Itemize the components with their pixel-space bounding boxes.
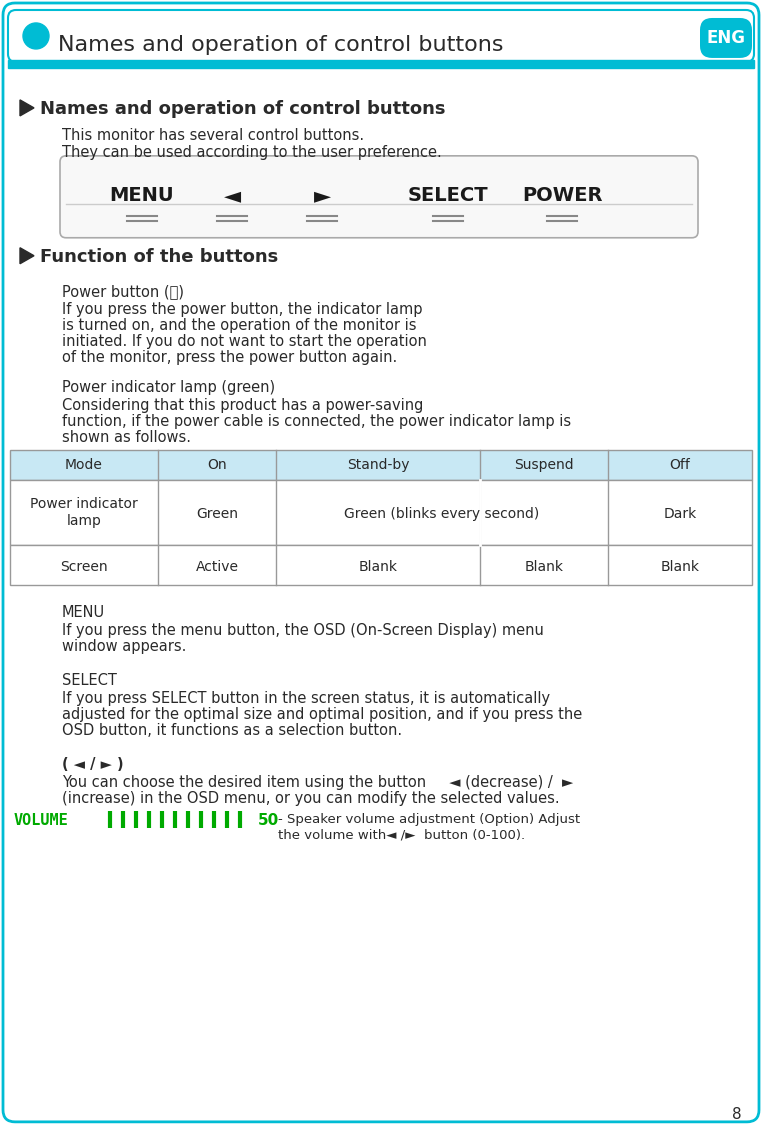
Text: If you press SELECT button in the screen status, it is automatically: If you press SELECT button in the screen… [62, 691, 550, 706]
Text: Power button (⏻): Power button (⏻) [62, 284, 184, 298]
Text: If you press the menu button, the OSD (On-Screen Display) menu: If you press the menu button, the OSD (O… [62, 624, 544, 638]
Text: On: On [207, 457, 227, 472]
Text: Active: Active [196, 561, 239, 574]
Text: They can be used according to the user preference.: They can be used according to the user p… [62, 145, 442, 160]
Text: SELECT: SELECT [62, 673, 117, 688]
Text: Names and operation of control buttons: Names and operation of control buttons [40, 100, 446, 118]
Text: Blank: Blank [358, 561, 398, 574]
Text: POWER: POWER [522, 186, 602, 205]
Text: the volume with◄ /►  button (0-100).: the volume with◄ /► button (0-100). [278, 828, 525, 841]
Text: MENU: MENU [62, 606, 105, 620]
Text: You can choose the desired item using the button     ◄ (decrease) /  ►: You can choose the desired item using th… [62, 775, 573, 790]
Text: - Speaker volume adjustment (Option) Adjust: - Speaker volume adjustment (Option) Adj… [278, 813, 580, 826]
Text: Green (blinks every second): Green (blinks every second) [344, 508, 539, 521]
Text: 8: 8 [732, 1107, 742, 1121]
Text: ( ◄ / ► ): ( ◄ / ► ) [62, 757, 123, 772]
FancyBboxPatch shape [700, 18, 752, 57]
Text: of the monitor, press the power button again.: of the monitor, press the power button a… [62, 350, 397, 365]
Text: adjusted for the optimal size and optimal position, and if you press the: adjusted for the optimal size and optima… [62, 707, 582, 722]
Text: Green: Green [196, 508, 238, 521]
Text: Function of the buttons: Function of the buttons [40, 248, 278, 266]
Text: SELECT: SELECT [408, 186, 488, 205]
Polygon shape [20, 248, 34, 263]
Bar [10, 545, 752, 586]
Text: Power indicator
lamp: Power indicator lamp [30, 498, 138, 528]
Bar [10, 480, 752, 545]
FancyBboxPatch shape [60, 155, 698, 238]
Text: Blank: Blank [524, 561, 564, 574]
Text: ENG: ENG [706, 29, 745, 47]
Text: ◄: ◄ [223, 186, 241, 206]
Text: This monitor has several control buttons.: This monitor has several control buttons… [62, 128, 364, 143]
Text: shown as follows.: shown as follows. [62, 429, 191, 445]
Text: Stand-by: Stand-by [347, 457, 409, 472]
Text: Screen: Screen [60, 561, 107, 574]
Text: VOLUME: VOLUME [14, 813, 69, 829]
Text: 50: 50 [258, 813, 279, 829]
FancyBboxPatch shape [3, 3, 759, 1121]
Text: Considering that this product has a power-saving: Considering that this product has a powe… [62, 397, 424, 412]
Text: function, if the power cable is connected, the power indicator lamp is: function, if the power cable is connecte… [62, 413, 572, 429]
Text: Power indicator lamp (green): Power indicator lamp (green) [62, 379, 275, 394]
Text: is turned on, and the operation of the monitor is: is turned on, and the operation of the m… [62, 318, 417, 332]
Polygon shape [20, 100, 34, 116]
Bar [10, 449, 752, 480]
Text: (increase) in the OSD menu, or you can modify the selected values.: (increase) in the OSD menu, or you can m… [62, 792, 559, 806]
Text: Off: Off [670, 457, 690, 472]
Ellipse shape [23, 23, 49, 48]
Text: OSD button, it functions as a selection button.: OSD button, it functions as a selection … [62, 723, 402, 739]
Bar [8, 60, 754, 68]
Text: ►: ► [313, 186, 331, 206]
Text: Dark: Dark [664, 508, 696, 521]
FancyBboxPatch shape [8, 10, 754, 62]
Text: initiated. If you do not want to start the operation: initiated. If you do not want to start t… [62, 333, 427, 349]
Text: Blank: Blank [661, 561, 700, 574]
Text: Suspend: Suspend [514, 457, 574, 472]
Text: MENU: MENU [110, 186, 174, 205]
Text: If you press the power button, the indicator lamp: If you press the power button, the indic… [62, 302, 422, 316]
Text: window appears.: window appears. [62, 640, 187, 654]
Text: Names and operation of control buttons: Names and operation of control buttons [58, 35, 504, 55]
Text: Mode: Mode [65, 457, 103, 472]
